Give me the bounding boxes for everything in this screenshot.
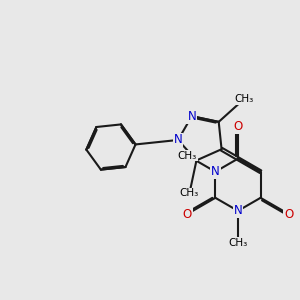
Text: O: O — [284, 208, 293, 220]
Text: CH₃: CH₃ — [234, 94, 254, 104]
Text: CH₃: CH₃ — [228, 238, 248, 248]
Text: N: N — [211, 165, 220, 178]
Text: CH₃: CH₃ — [178, 151, 197, 160]
Text: CH₃: CH₃ — [180, 188, 199, 198]
Text: N: N — [174, 134, 182, 146]
Text: O: O — [183, 208, 192, 220]
Text: N: N — [234, 204, 242, 218]
Text: O: O — [233, 120, 243, 133]
Text: N: N — [188, 110, 196, 123]
